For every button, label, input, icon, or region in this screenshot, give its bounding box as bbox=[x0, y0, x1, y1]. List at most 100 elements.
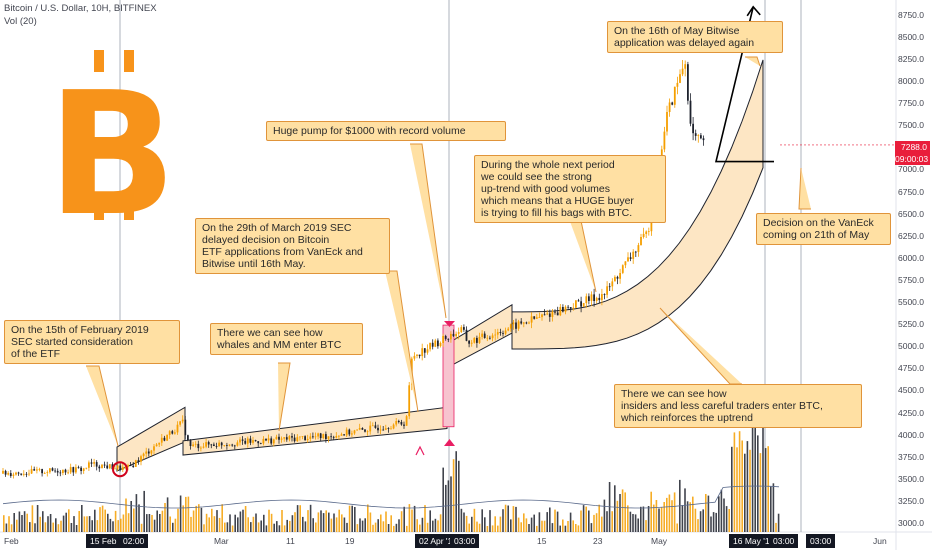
candle-body bbox=[179, 421, 181, 425]
candle-body bbox=[403, 424, 405, 426]
volume-bar bbox=[372, 524, 374, 532]
volume-bar bbox=[294, 512, 296, 532]
candle-body bbox=[327, 436, 330, 439]
volume-bar bbox=[31, 505, 34, 532]
volume-bar bbox=[172, 522, 174, 532]
may-16-note[interactable]: On the 16th of May Bitwise application w… bbox=[607, 21, 783, 53]
volume-bar bbox=[471, 516, 473, 532]
volume-bar bbox=[538, 512, 541, 532]
candle-body bbox=[598, 297, 601, 301]
candle-body bbox=[663, 131, 666, 150]
candle-body bbox=[588, 296, 590, 301]
pump-note-pointer bbox=[410, 143, 447, 319]
pump-note[interactable]: Huge pump for $1000 with record volume bbox=[266, 121, 506, 141]
candle-body bbox=[69, 467, 72, 473]
bitcoin-logo-stem-top bbox=[124, 50, 134, 72]
candle-body bbox=[666, 112, 668, 132]
uptrend-note[interactable]: During the whole next period we could se… bbox=[474, 155, 666, 223]
y-tick-label: 4000.0 bbox=[898, 429, 924, 440]
candle-body bbox=[647, 231, 650, 232]
candle-body bbox=[700, 135, 702, 139]
candle-body bbox=[645, 231, 648, 234]
candle-body bbox=[564, 306, 567, 312]
candle-body bbox=[121, 467, 124, 470]
candle-body bbox=[491, 335, 494, 339]
candle-body bbox=[267, 438, 270, 441]
candle-body bbox=[473, 337, 476, 343]
volume-bar bbox=[260, 520, 262, 532]
candle-body bbox=[197, 443, 200, 449]
volume-bar bbox=[684, 488, 686, 532]
candle-body bbox=[291, 436, 293, 438]
candle-body bbox=[687, 64, 689, 101]
volume-bar bbox=[330, 518, 333, 532]
candle-body bbox=[244, 440, 247, 444]
volume-bar bbox=[398, 519, 400, 532]
candle-body bbox=[671, 102, 674, 105]
volume-bar bbox=[21, 515, 23, 532]
candle-body bbox=[405, 416, 408, 426]
volume-bar bbox=[549, 507, 551, 532]
volume-bar bbox=[179, 495, 182, 532]
feb-15-note[interactable]: On the 15th of February 2019 SEC started… bbox=[4, 320, 180, 364]
volume-bar bbox=[517, 517, 520, 532]
volume-bar bbox=[390, 515, 392, 532]
candle-body bbox=[512, 322, 515, 325]
candle-body bbox=[218, 442, 220, 447]
volume-bar bbox=[55, 518, 57, 532]
volume-bar bbox=[130, 501, 132, 532]
volume-bar bbox=[135, 494, 138, 532]
candle-body bbox=[38, 469, 41, 470]
volume-bar bbox=[676, 523, 678, 532]
candle-body bbox=[465, 329, 468, 341]
volume-bar bbox=[468, 523, 470, 532]
x-tick-label: May bbox=[651, 536, 668, 546]
whales-note[interactable]: There we can see how whales and MM enter… bbox=[210, 323, 363, 355]
y-tick-label: 4250.0 bbox=[898, 407, 924, 418]
time-flag: 16 May '19 bbox=[729, 534, 779, 548]
candle-body bbox=[93, 462, 95, 464]
candle-body bbox=[444, 336, 447, 339]
volume-bar bbox=[380, 514, 382, 532]
volume-bar bbox=[476, 521, 478, 532]
volume-bar bbox=[151, 515, 153, 532]
candle-body bbox=[189, 440, 192, 446]
volume-bar bbox=[335, 517, 338, 532]
volume-bar bbox=[484, 517, 486, 532]
candle-body bbox=[202, 446, 205, 448]
volume-bar bbox=[478, 523, 481, 532]
volume-bar bbox=[5, 523, 8, 532]
volume-bar bbox=[161, 510, 164, 532]
volume-bar bbox=[148, 514, 151, 532]
volume-bar bbox=[96, 520, 99, 532]
candle-body bbox=[82, 468, 85, 471]
candle-body bbox=[481, 333, 483, 337]
candle-body bbox=[611, 281, 614, 287]
volume-bar bbox=[502, 509, 504, 532]
candle-body bbox=[155, 444, 158, 447]
candle-body bbox=[220, 442, 223, 446]
insiders-note[interactable]: There we can see how insiders and less c… bbox=[614, 384, 862, 428]
march-29-note[interactable]: On the 29th of March 2019 SEC delayed de… bbox=[195, 218, 390, 274]
candle-body bbox=[293, 437, 296, 442]
volume-bar bbox=[590, 523, 593, 532]
volume-bar bbox=[317, 512, 320, 532]
volume-bar bbox=[242, 509, 244, 532]
volume-bar bbox=[619, 494, 621, 532]
volume-bar bbox=[68, 509, 70, 532]
volume-bar bbox=[640, 506, 642, 532]
candle-body bbox=[43, 473, 46, 474]
candle-body bbox=[681, 68, 684, 75]
candle-body bbox=[163, 437, 166, 441]
volume-bar bbox=[382, 521, 385, 532]
candle-body bbox=[145, 451, 148, 454]
volume-bar bbox=[445, 484, 447, 532]
candle-body bbox=[642, 233, 645, 237]
volume-bar bbox=[367, 504, 369, 532]
candle-body bbox=[174, 432, 176, 434]
candle-body bbox=[158, 442, 161, 445]
candle-body bbox=[377, 427, 379, 431]
vaneck-note[interactable]: Decision on the VanEck coming on 21th of… bbox=[756, 213, 891, 245]
candle-body bbox=[265, 438, 267, 441]
